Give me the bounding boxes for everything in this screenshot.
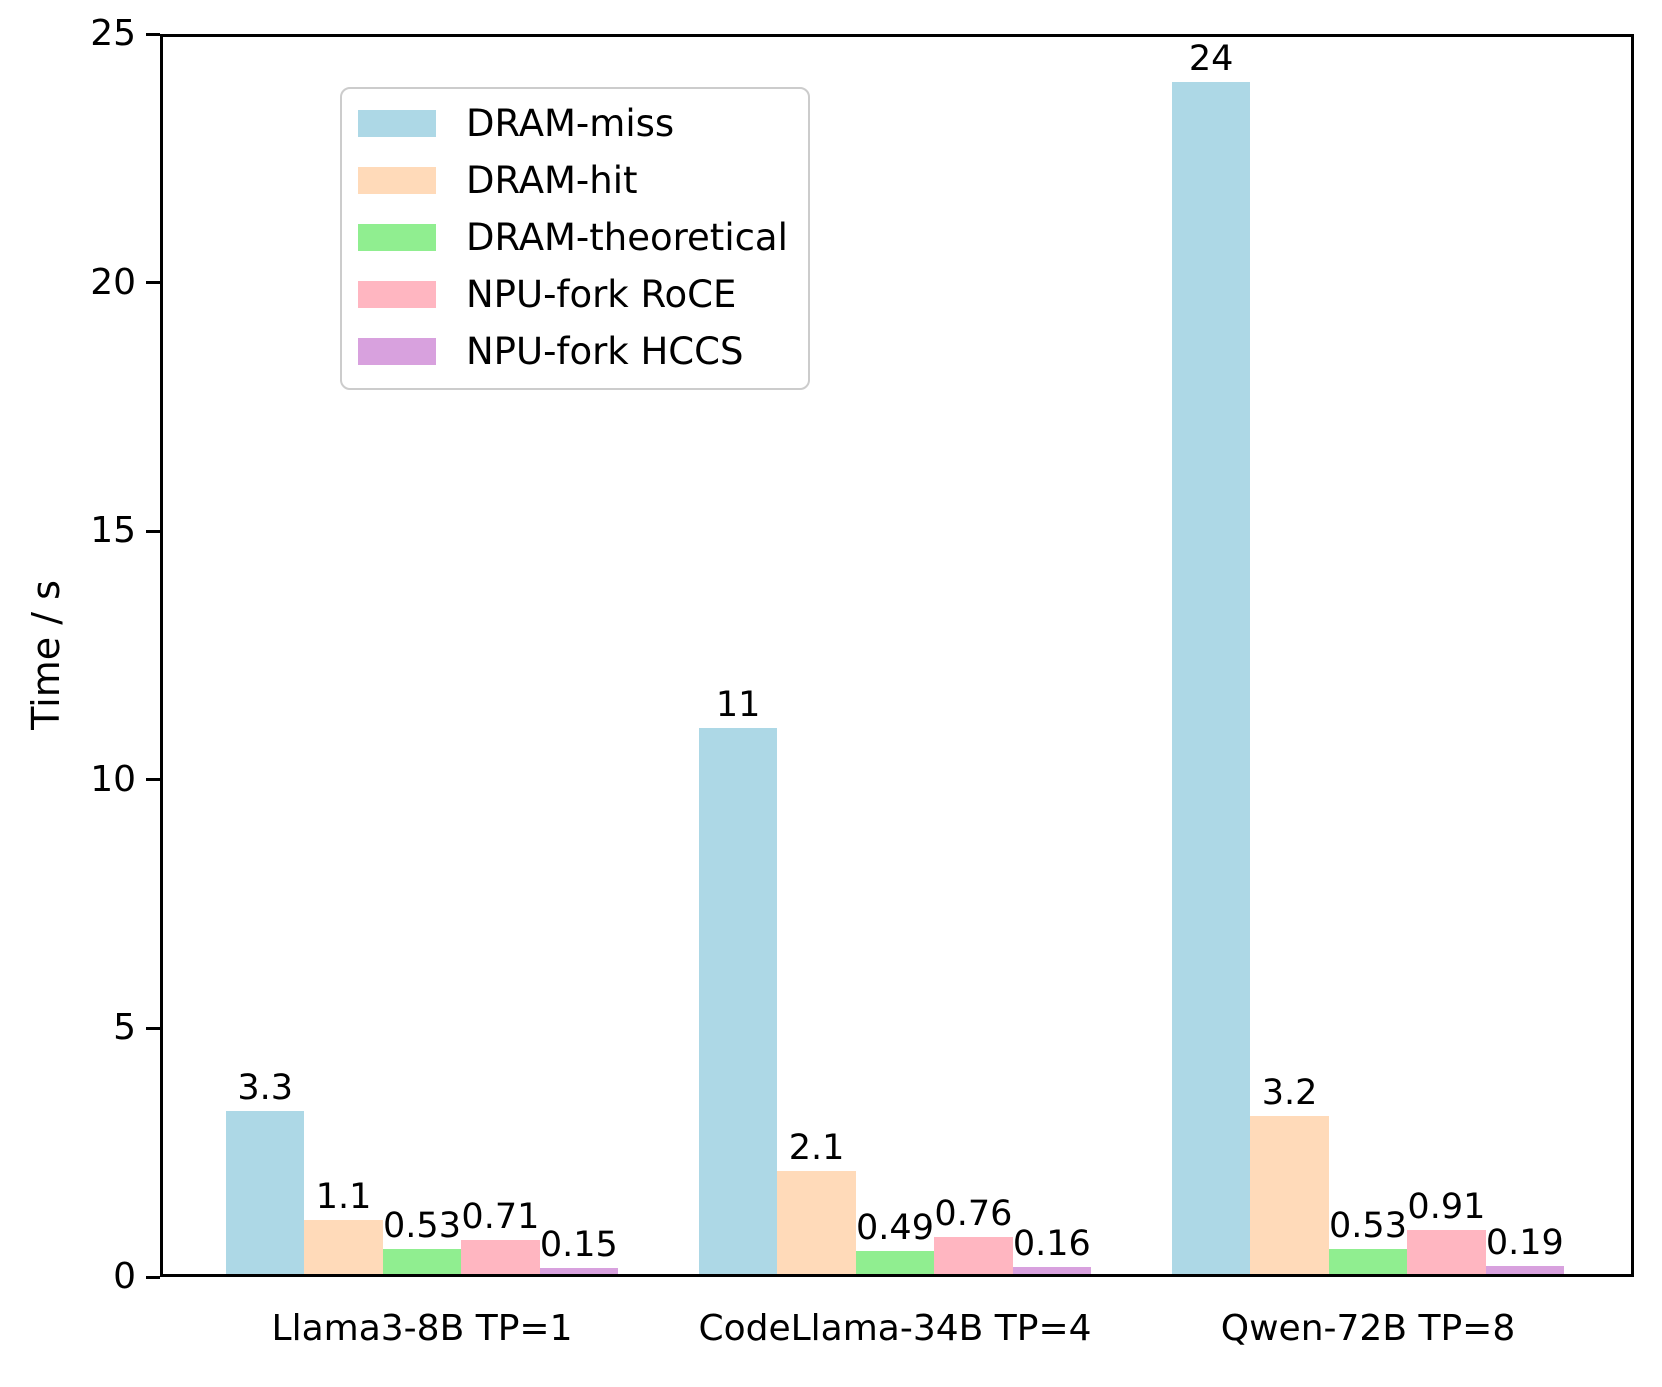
bar-value-label: 0.16 <box>1012 1224 1091 1265</box>
bar-value-label: 0.15 <box>539 1224 618 1265</box>
legend-entry: NPU-fork HCCS <box>358 330 788 373</box>
legend-entry: NPU-fork RoCE <box>358 273 788 316</box>
legend-label: DRAM-hit <box>466 159 638 202</box>
bar-npu-fork-roce <box>461 1239 540 1275</box>
y-tick-label: 10 <box>90 758 136 800</box>
legend-label: DRAM-miss <box>466 102 675 145</box>
bar-npu-fork-hccs <box>539 1267 618 1275</box>
bar-dram-miss <box>1172 81 1251 1275</box>
legend-swatch-icon <box>358 167 436 194</box>
y-tick-mark <box>146 32 160 36</box>
y-tick-label: 5 <box>113 1007 136 1049</box>
bar-dram-hit <box>304 1220 383 1275</box>
y-tick-mark <box>146 281 160 285</box>
y-tick-label: 0 <box>113 1256 136 1297</box>
bar-npu-fork-roce <box>934 1237 1013 1275</box>
bar-value-label: 1.1 <box>315 1177 372 1218</box>
legend-label: NPU-fork RoCE <box>466 273 737 316</box>
bar-npu-fork-hccs <box>1485 1265 1564 1275</box>
y-tick-label: 15 <box>90 510 136 552</box>
bar-value-label: 0.49 <box>856 1207 934 1248</box>
bar-value-label: 0.53 <box>1329 1205 1407 1246</box>
bar-dram-theoretical <box>1328 1248 1408 1275</box>
legend-label: DRAM-theoretical <box>466 216 788 259</box>
bar-value-label: 0.53 <box>383 1205 461 1246</box>
bar-npu-fork-roce <box>1407 1229 1486 1275</box>
bar-npu-fork-hccs <box>1012 1267 1091 1275</box>
bar-dram-miss <box>226 1110 305 1275</box>
legend-entry: DRAM-hit <box>358 159 788 202</box>
bar-dram-miss <box>699 728 778 1275</box>
plot-area: 3.3 1.1 0.53 0.71 0.15 11 2.1 0.49 0.76 0.16 24 3.2… <box>160 34 1634 1277</box>
legend-entry: DRAM-miss <box>358 102 788 145</box>
y-axis-label: Time / s <box>24 580 68 730</box>
bar-dram-hit <box>1250 1115 1329 1275</box>
bar-value-label: 24 <box>1188 38 1234 79</box>
legend-swatch-icon <box>358 281 436 308</box>
legend-label: NPU-fork HCCS <box>466 330 744 373</box>
y-tick-label: 25 <box>90 13 136 54</box>
y-tick-label: 20 <box>90 261 136 303</box>
bar-dram-theoretical <box>382 1248 462 1275</box>
bar-value-label: 3.3 <box>237 1067 294 1108</box>
x-category-label: Llama3-8B TP=1 <box>271 1308 573 1349</box>
legend-swatch-icon <box>358 224 436 251</box>
y-tick-mark <box>146 1026 160 1030</box>
bar-value-label: 0.19 <box>1485 1222 1564 1263</box>
bar-dram-theoretical <box>855 1250 935 1275</box>
bar-dram-hit <box>777 1170 856 1275</box>
y-tick-mark <box>146 778 160 782</box>
bar-value-label: 11 <box>715 685 761 726</box>
legend-entry: DRAM-theoretical <box>358 216 788 259</box>
legend-swatch-icon <box>358 110 436 137</box>
bar-value-label: 0.71 <box>461 1196 540 1237</box>
y-tick-mark <box>146 1275 160 1279</box>
legend-swatch-icon <box>358 338 436 365</box>
bar-value-label: 0.76 <box>934 1194 1013 1235</box>
legend: DRAM-miss DRAM-hit DRAM-theoretical NPU-for… <box>340 87 810 390</box>
bar-value-label: 3.2 <box>1261 1072 1318 1113</box>
y-tick-mark <box>146 529 160 533</box>
bar-value-label: 0.91 <box>1407 1186 1486 1227</box>
x-category-label: CodeLlama-34B TP=4 <box>698 1308 1092 1349</box>
x-category-label: Qwen-72B TP=8 <box>1220 1308 1516 1349</box>
bar-value-label: 2.1 <box>788 1127 845 1168</box>
